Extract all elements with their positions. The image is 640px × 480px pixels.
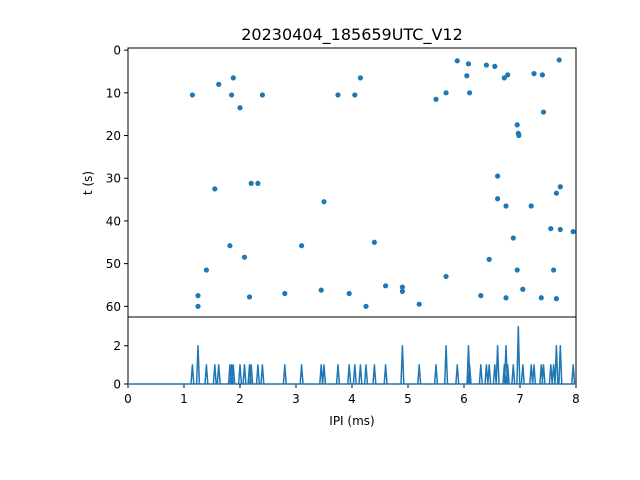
data-point <box>363 303 369 309</box>
data-point <box>248 180 254 186</box>
data-point <box>203 267 209 273</box>
data-point <box>514 267 520 273</box>
scatter-y-ticks: 0 10 20 30 40 50 60 <box>106 44 128 314</box>
data-point <box>399 284 405 290</box>
scatter-y-tick-label: 0 <box>113 44 121 58</box>
data-point <box>299 243 305 249</box>
x-tick-label: 5 <box>404 392 412 406</box>
data-point <box>503 295 509 301</box>
data-point <box>241 254 248 260</box>
data-point <box>195 303 201 309</box>
data-point <box>246 294 253 300</box>
data-point <box>416 301 422 307</box>
x-axis-label: IPI (ms) <box>329 414 374 428</box>
y-axis-label: t (s) <box>81 171 95 195</box>
data-point <box>548 226 554 232</box>
data-point <box>486 256 492 262</box>
data-point <box>229 92 235 98</box>
data-point <box>467 90 473 96</box>
scatter-points <box>189 57 576 309</box>
data-point <box>195 293 201 299</box>
data-point <box>321 199 327 205</box>
data-point <box>551 267 557 273</box>
data-point <box>443 90 449 96</box>
data-point <box>465 61 472 67</box>
data-point <box>346 290 352 297</box>
data-point <box>557 226 563 233</box>
data-point <box>399 288 405 294</box>
data-point <box>282 290 288 297</box>
data-point <box>528 203 534 209</box>
histogram-y-tick-label: 0 <box>113 378 121 392</box>
histogram-y-ticks: 02 <box>113 339 128 392</box>
data-point <box>553 190 560 196</box>
data-point <box>505 72 511 78</box>
scatter-y-tick-label: 40 <box>106 214 121 228</box>
data-point <box>531 71 537 77</box>
data-point <box>433 96 439 102</box>
data-point <box>357 75 363 81</box>
data-point <box>520 286 526 292</box>
histogram-line <box>128 325 576 385</box>
x-tick-label: 1 <box>180 392 188 406</box>
data-point <box>539 72 546 78</box>
data-point <box>227 243 233 249</box>
data-point <box>454 58 460 64</box>
data-point <box>503 203 509 209</box>
x-tick-label: 0 <box>124 392 132 406</box>
data-point <box>514 122 520 128</box>
data-point <box>259 92 265 98</box>
data-point <box>464 73 470 79</box>
x-tick-label: 3 <box>292 392 300 406</box>
x-tick-label: 6 <box>460 392 468 406</box>
data-point <box>495 173 501 179</box>
data-point <box>443 273 449 280</box>
chart-title: 20230404_185659UTC_V12 <box>241 25 463 45</box>
scatter-y-tick-label: 10 <box>106 86 121 100</box>
data-point <box>538 295 544 301</box>
data-point <box>383 283 389 289</box>
data-point <box>237 105 243 111</box>
data-point <box>212 186 218 192</box>
data-point <box>557 184 563 190</box>
data-point <box>352 92 358 98</box>
data-point <box>478 293 484 299</box>
x-tick-label: 7 <box>516 392 524 406</box>
data-point <box>371 239 377 245</box>
data-point <box>335 92 341 98</box>
data-point <box>492 63 498 69</box>
histogram-y-tick-label: 2 <box>113 339 121 353</box>
data-point <box>255 180 261 186</box>
data-point <box>570 229 576 235</box>
data-point <box>216 81 222 87</box>
data-point <box>495 196 501 202</box>
data-point <box>189 92 195 98</box>
data-point <box>510 235 516 241</box>
scatter-y-tick-label: 60 <box>106 300 121 314</box>
data-point <box>516 132 522 139</box>
scatter-y-tick-label: 30 <box>106 172 121 186</box>
data-point <box>556 57 562 63</box>
x-tick-label: 2 <box>236 392 244 406</box>
scatter-y-tick-label: 50 <box>106 257 121 271</box>
data-point <box>318 287 324 293</box>
x-tick-label: 8 <box>572 392 580 406</box>
data-point <box>540 109 547 115</box>
data-point <box>483 62 489 68</box>
data-point <box>501 75 507 81</box>
scatter-y-tick-label: 20 <box>106 129 121 143</box>
x-tick-label: 4 <box>348 392 356 406</box>
data-point <box>230 75 236 81</box>
data-point <box>553 296 560 302</box>
scatter-axes: 0 10 20 30 40 50 60 <box>106 44 577 318</box>
